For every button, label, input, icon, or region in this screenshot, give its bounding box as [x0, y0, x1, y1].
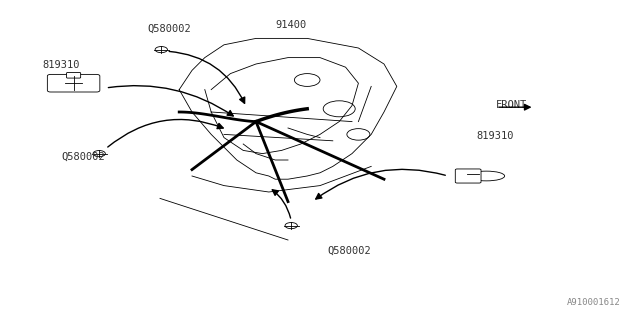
Text: Q580002: Q580002	[61, 152, 105, 162]
Text: 819310: 819310	[477, 131, 515, 141]
Text: FRONT: FRONT	[496, 100, 527, 110]
Text: 91400: 91400	[276, 20, 307, 30]
FancyBboxPatch shape	[47, 75, 100, 92]
FancyBboxPatch shape	[67, 73, 81, 78]
Text: A910001612: A910001612	[567, 298, 621, 307]
Text: 819310: 819310	[42, 60, 79, 70]
FancyBboxPatch shape	[455, 169, 481, 183]
Ellipse shape	[468, 171, 504, 181]
Text: Q580002: Q580002	[327, 246, 371, 256]
Text: Q580002: Q580002	[148, 24, 191, 34]
